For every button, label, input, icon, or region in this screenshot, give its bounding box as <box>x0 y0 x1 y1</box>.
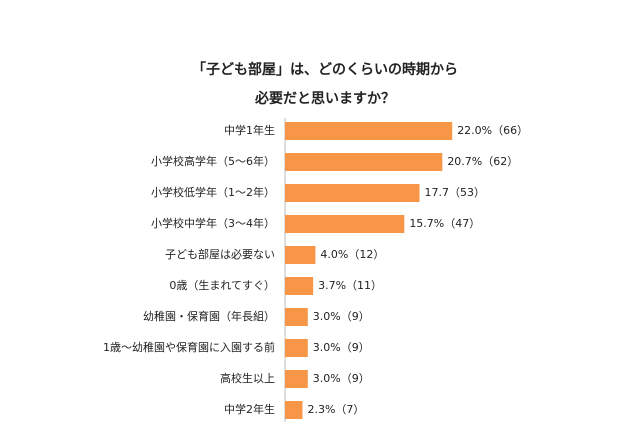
bar <box>285 215 405 233</box>
bar <box>285 246 316 264</box>
bar <box>285 153 443 171</box>
value-label: 22.0%（66） <box>457 124 528 137</box>
category-label: 子ども部屋は必要ない <box>165 247 275 261</box>
bar <box>285 184 420 202</box>
category-label: 小学校高学年（5～6年） <box>151 154 275 168</box>
bar <box>285 277 314 295</box>
chart-title: 必要だと思いますか？ <box>254 90 395 107</box>
bar <box>285 339 308 357</box>
category-label: 小学校中学年（3～4年） <box>151 216 275 230</box>
value-label: 3.7%（11） <box>318 279 382 292</box>
category-label: 幼稚園・保育園（年長組） <box>143 309 275 323</box>
value-label: 17.7（53） <box>425 186 486 199</box>
category-label: 中学2年生 <box>224 402 275 416</box>
bar <box>285 370 308 388</box>
value-label: 3.0%（9） <box>313 372 370 385</box>
value-label: 15.7%（47） <box>409 217 480 230</box>
category-label: 小学校低学年（1～2年） <box>151 185 275 199</box>
bar <box>285 308 308 326</box>
bar <box>285 122 453 140</box>
bar <box>285 401 303 419</box>
value-label: 3.0%（9） <box>313 310 370 323</box>
value-label: 3.0%（9） <box>313 341 370 354</box>
category-label: 高校生以上 <box>220 371 275 385</box>
value-label: 4.0%（12） <box>320 248 384 261</box>
value-label: 2.3%（7） <box>307 403 364 416</box>
chart-title: 「子ども部屋」は、どのくらいの時期から <box>192 61 458 78</box>
category-label: 0歳（生まれてすぐ） <box>169 278 275 292</box>
category-label: 中学1年生 <box>224 123 275 137</box>
category-label: 1歳～幼稚園や保育園に入園する前 <box>103 340 275 354</box>
value-label: 20.7%（62） <box>447 155 518 168</box>
